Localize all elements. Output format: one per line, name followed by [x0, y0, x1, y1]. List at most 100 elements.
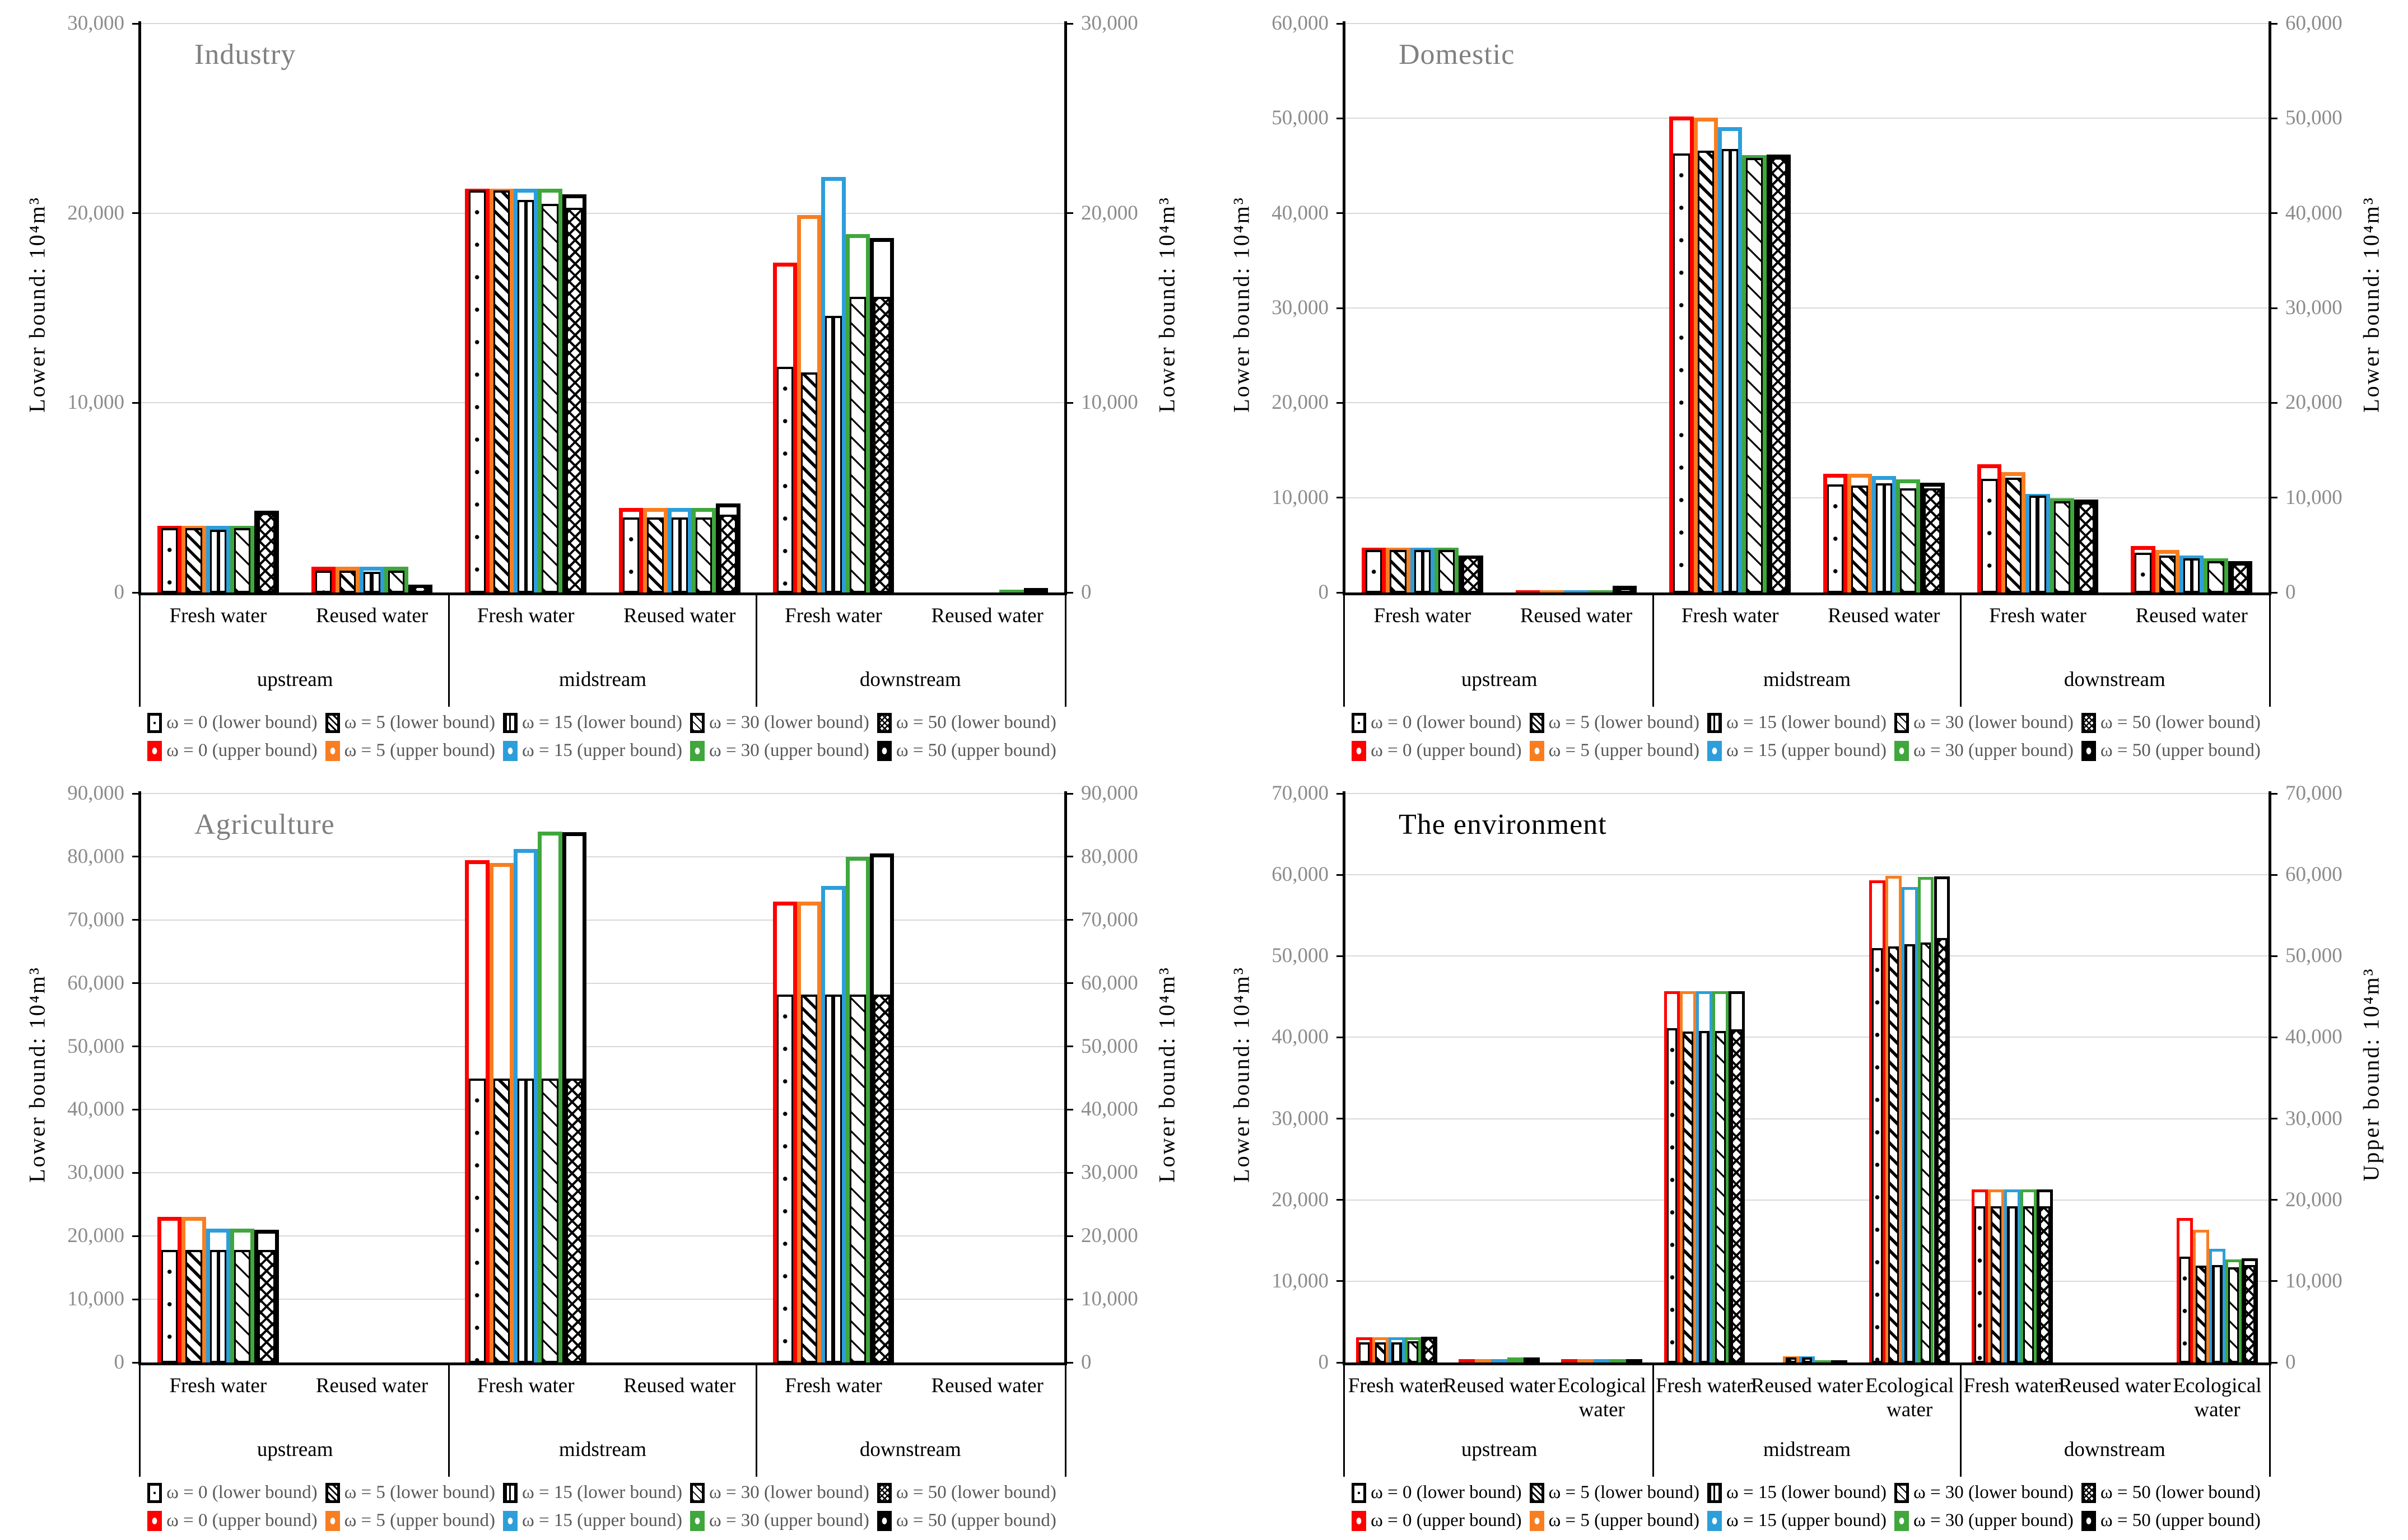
- y-axis-line-right: [1064, 21, 1067, 595]
- y-axis-tick-right: [2269, 792, 2277, 795]
- legend-label: ω = 5 (upper bound): [1548, 1510, 1700, 1530]
- y-tick-label-left: 70,000: [67, 908, 124, 931]
- gridline: [1345, 793, 2269, 794]
- y-axis-tick-left: [1336, 117, 1345, 119]
- y-tick-label-right: 40,000: [2285, 201, 2342, 225]
- bar-lower-omega-30: [2228, 1267, 2239, 1362]
- legend-label: ω = 15 (lower bound): [522, 712, 682, 732]
- legend-label: ω = 15 (upper bound): [1726, 740, 1887, 760]
- legend-label: ω = 5 (lower bound): [344, 712, 496, 732]
- bar-lower-omega-30: [542, 203, 558, 592]
- region-separator: [756, 1362, 758, 1477]
- y-axis-line-left: [1343, 21, 1345, 595]
- y-tick-label-right: 90,000: [1081, 782, 1138, 805]
- bar-lower-omega-15: [825, 994, 842, 1362]
- bar-lower-omega-50: [258, 512, 275, 592]
- legend-item: ω = 15 (upper bound): [503, 1510, 682, 1531]
- bar-lower-omega-5: [1375, 1342, 1386, 1362]
- y-tick-label-right: 0: [1081, 581, 1092, 604]
- y-tick-label-left: 10,000: [1271, 1269, 1329, 1292]
- legend-marker-lower-omega-5: [1529, 712, 1544, 733]
- water-type-label: Fresh water: [1348, 1374, 1446, 1397]
- legend-label: ω = 15 (upper bound): [522, 740, 682, 760]
- category-separator: [2269, 1362, 2271, 1477]
- y-axis-tick-right: [1064, 982, 1073, 984]
- y-axis-tick-right: [1064, 856, 1073, 858]
- bar-lower-omega-50: [258, 1250, 275, 1362]
- x-axis-line: [1343, 1362, 2271, 1365]
- legend-row-upper: ω = 0 (upper bound) ω = 5 (upper bound) ω …: [1204, 1510, 2408, 1531]
- legend-item: ω = 0 (upper bound): [1352, 1510, 1522, 1531]
- legend-item: ω = 15 (lower bound): [503, 1482, 682, 1503]
- legend-item: ω = 0 (upper bound): [1352, 740, 1522, 761]
- bar-lower-omega-50: [2078, 502, 2095, 592]
- gridline: [141, 919, 1064, 921]
- bar-lower-omega-50: [566, 1079, 583, 1362]
- y-tick-label-left: 30,000: [1271, 1107, 1329, 1130]
- y-tick-label-left: 20,000: [1271, 1188, 1329, 1211]
- gridline: [141, 1299, 1064, 1300]
- y-axis-tick-right: [2269, 307, 2277, 309]
- y-tick-label-right: 10,000: [2285, 486, 2342, 509]
- bar-lower-omega-30: [1408, 1341, 1418, 1362]
- y-tick-label-left: 30,000: [67, 12, 124, 35]
- legend-label: ω = 50 (lower bound): [896, 712, 1056, 732]
- legend-label: ω = 50 (lower bound): [2100, 1482, 2261, 1502]
- legend-marker-lower-omega-5: [325, 712, 340, 733]
- region-label: upstream: [1461, 1438, 1538, 1461]
- gridline: [141, 1109, 1064, 1110]
- legend-label: ω = 0 (lower bound): [1371, 1482, 1522, 1502]
- right-axis-label: Lower bound: 10⁴m³: [1154, 966, 1180, 1183]
- region-label: midstream: [1763, 1438, 1851, 1461]
- y-axis-tick-right: [2269, 117, 2277, 119]
- y-axis-tick-left: [1336, 497, 1345, 499]
- chart-panel-industry: 0 0 10,000 10,000 20,000 20,000 30,000 30,000 In…: [0, 0, 1204, 770]
- y-tick-label-left: 80,000: [67, 844, 124, 868]
- y-axis-tick-left: [1336, 874, 1345, 876]
- y-axis-tick-left: [1336, 402, 1345, 404]
- water-type-label: Fresh water: [785, 604, 882, 627]
- y-tick-label-left: 10,000: [67, 391, 124, 414]
- y-axis-tick-left: [1336, 1199, 1345, 1201]
- bar-lower-omega-15: [2006, 1206, 2018, 1362]
- y-axis-tick-left: [132, 1235, 141, 1237]
- region-label: downstream: [2064, 1438, 2165, 1461]
- y-axis-tick-right: [1064, 1235, 1073, 1237]
- legend-marker-lower-omega-30: [1894, 1482, 1909, 1503]
- y-tick-label-right: 30,000: [1081, 12, 1138, 35]
- category-separator: [1065, 1362, 1066, 1477]
- y-axis-tick-left: [1336, 955, 1345, 957]
- y-tick-label-left: 50,000: [67, 1034, 124, 1058]
- bar-lower-omega-15: [825, 315, 842, 592]
- x-axis-line: [1343, 592, 2271, 595]
- bar-lower-omega-15: [209, 1250, 227, 1362]
- legend-marker-upper-omega-30: [1894, 1510, 1909, 1531]
- bar-lower-omega-30: [234, 528, 251, 592]
- legend-item: ω = 30 (upper bound): [690, 740, 869, 761]
- y-axis-tick-right: [1064, 1108, 1073, 1110]
- legend-label: ω = 50 (lower bound): [2100, 712, 2261, 732]
- y-tick-label-right: 0: [2285, 581, 2296, 604]
- bar-lower-omega-15: [1391, 1342, 1402, 1362]
- y-axis-tick-right: [1064, 1298, 1073, 1300]
- y-axis-line-left: [138, 791, 141, 1365]
- legend-marker-upper-omega-0: [147, 740, 162, 761]
- legend-marker-lower-omega-15: [503, 712, 518, 733]
- bar-lower-omega-15: [517, 199, 534, 592]
- legend-marker-upper-omega-5: [1529, 1510, 1544, 1531]
- water-type-label: Fresh water: [477, 604, 575, 627]
- y-tick-label-left: 70,000: [1271, 782, 1329, 805]
- y-tick-label-left: 20,000: [1271, 391, 1329, 414]
- y-axis-line-right: [2269, 791, 2271, 1365]
- bar-lower-omega-5: [339, 571, 356, 592]
- y-tick-label-right: 30,000: [2285, 296, 2342, 319]
- legend-label: ω = 50 (upper bound): [2100, 740, 2261, 760]
- y-axis-tick-left: [1336, 1118, 1345, 1120]
- chart-panel-domestic: 0 0 10,000 10,000 20,000 20,000 30,000 30,000 40…: [1204, 0, 2408, 770]
- water-type-label: Fresh water: [1989, 604, 2086, 627]
- legend-row-upper: ω = 0 (upper bound) ω = 5 (upper bound) ω …: [0, 1510, 1204, 1531]
- legend-item: ω = 5 (lower bound): [325, 712, 495, 733]
- y-axis-line-right: [1064, 791, 1067, 1365]
- y-axis-tick-left: [1336, 1361, 1345, 1364]
